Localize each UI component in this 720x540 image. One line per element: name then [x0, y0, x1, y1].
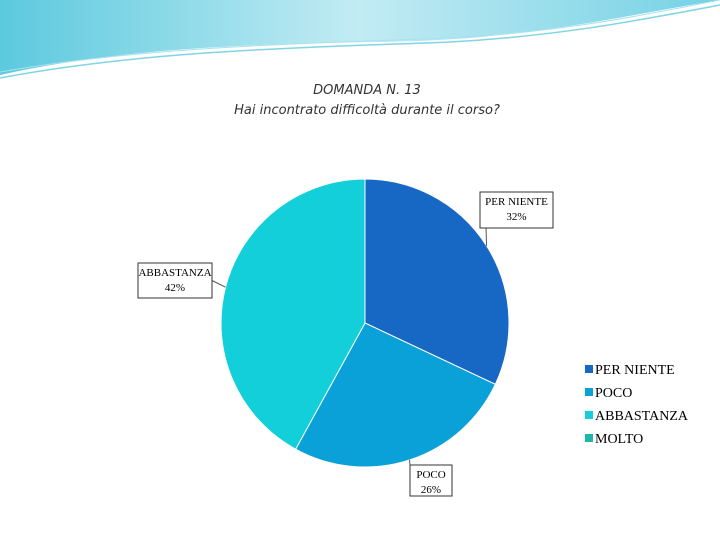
chart-title: DOMANDA N. 13 [313, 83, 421, 98]
data-label-box [479, 191, 554, 229]
legend-label: ABBASTANZA [595, 409, 689, 424]
data-label-value: 42% [165, 282, 185, 294]
legend-swatch [585, 365, 593, 373]
data-label-box [137, 262, 213, 299]
pie-slice [220, 178, 366, 450]
data-label-value: 26% [421, 484, 441, 496]
leader-line [409, 459, 411, 466]
data-label-value: 32% [506, 211, 526, 223]
legend-swatch [585, 388, 593, 396]
leader-line [485, 227, 488, 246]
legend-label: POCO [595, 386, 632, 401]
chart-subtitle: Hai incontrato difficoltà durante il cor… [234, 103, 500, 118]
data-label-category: ABBASTANZA [138, 267, 211, 279]
legend-label: MOLTO [595, 432, 643, 447]
data-label-box [409, 464, 453, 497]
data-label-category: POCO [416, 469, 445, 481]
legend-label: PER NIENTE [595, 363, 675, 378]
leader-line [211, 280, 226, 288]
legend-swatch [585, 411, 593, 419]
pie-slice [364, 178, 510, 385]
legend-swatch [585, 434, 593, 442]
data-label-category: PER NIENTE [485, 196, 548, 208]
header-decoration [0, 0, 720, 79]
